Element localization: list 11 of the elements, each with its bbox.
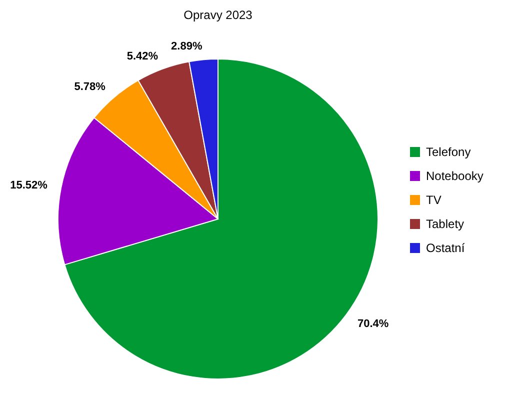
legend-label: Telefony [426,145,471,160]
data-label: 5.42% [126,50,158,63]
legend-label: Ostatní [426,241,466,256]
legend-label: Notebooky [426,169,484,184]
data-label: 2.89% [171,40,202,53]
legend-label: TV [426,193,442,208]
data-label: 5.78% [74,81,106,94]
legend-label: Tablety [426,217,464,232]
chart-title: Opravy 2023 [184,8,253,22]
data-label: 70.4% [357,318,389,330]
data-label: 15.52% [10,180,48,192]
